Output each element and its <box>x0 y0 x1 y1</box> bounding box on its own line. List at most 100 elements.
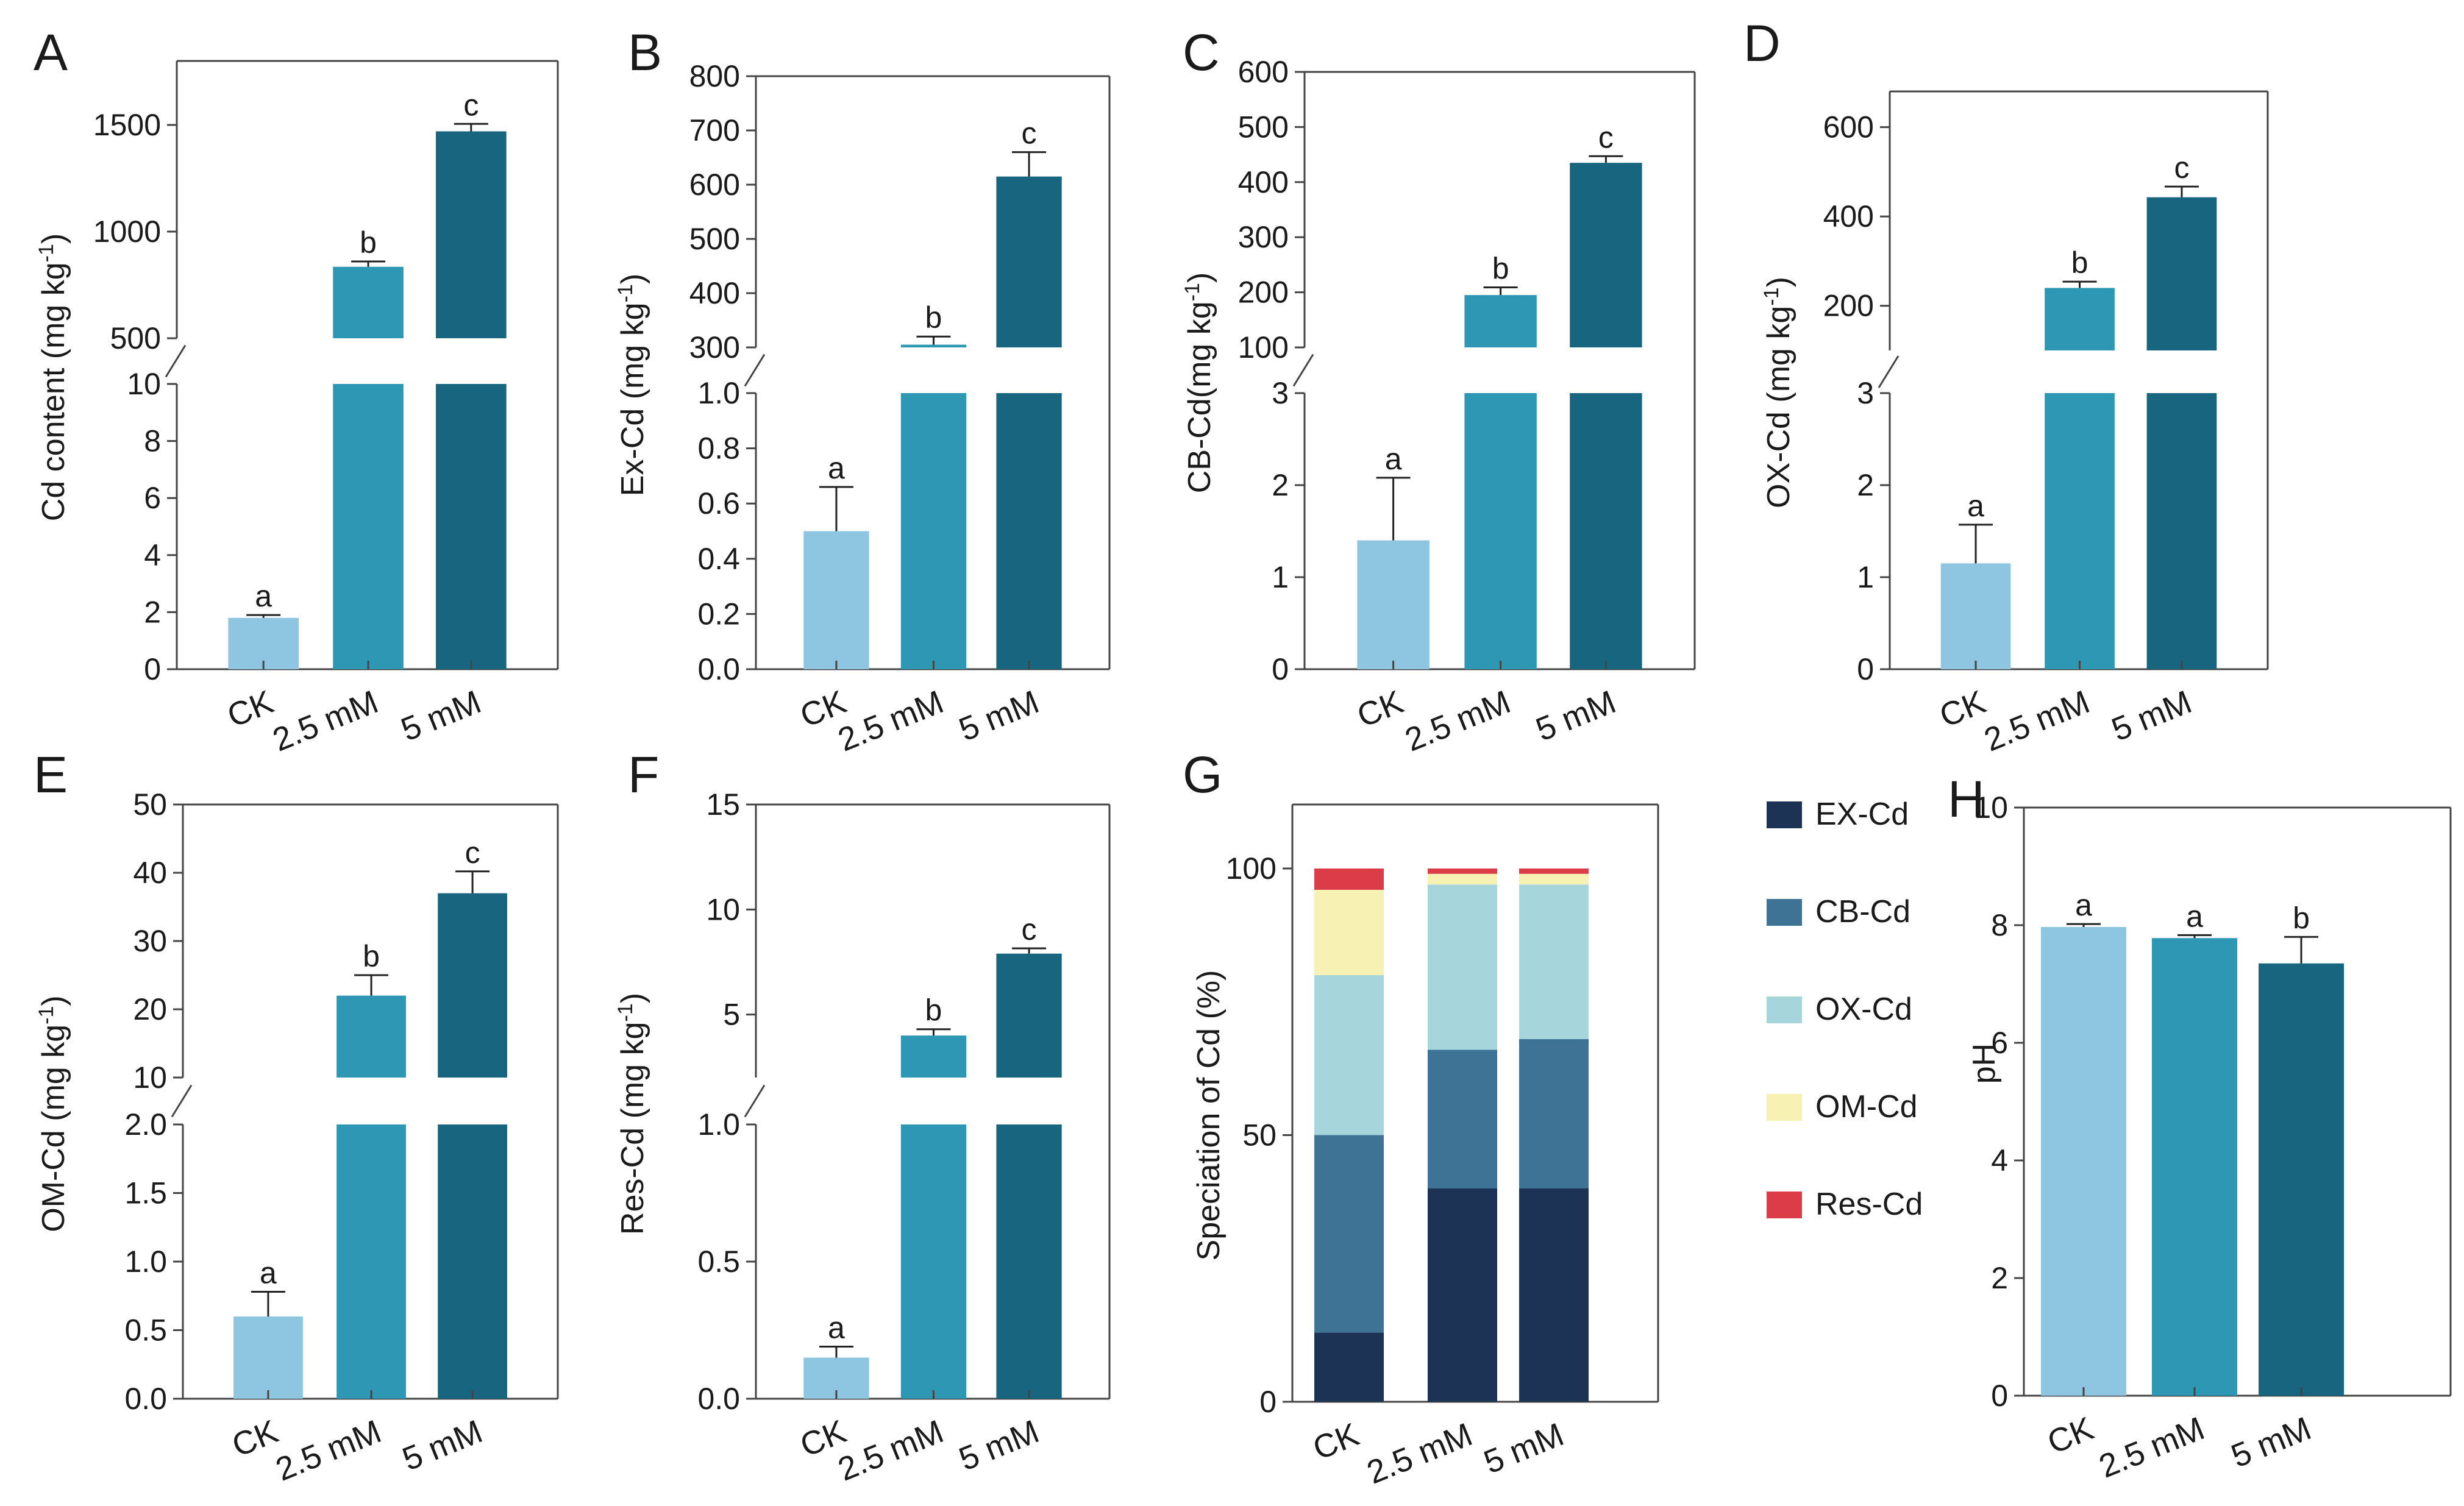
legend-label: OM-Cd <box>1815 1089 1918 1124</box>
y-tick-label: 0.0 <box>697 652 740 686</box>
y-tick-label: 300 <box>1238 220 1289 254</box>
stack-segment-res-cd <box>1519 868 1589 874</box>
bar <box>228 617 299 669</box>
significance-letter: c <box>1598 120 1614 154</box>
stack-segment-om-cd <box>1314 890 1384 975</box>
y-tick-label: 600 <box>1823 110 1874 144</box>
y-axis-label: Res-Cd (mg kg-1) <box>614 993 650 1235</box>
stack-segment-ex-cd <box>1314 1332 1384 1402</box>
significance-letter: b <box>363 939 380 973</box>
y-tick-label: 10 <box>1974 790 2008 825</box>
stack-segment-res-cd <box>1314 868 1384 890</box>
stack-segment-res-cd <box>1428 868 1497 874</box>
bar <box>333 266 404 338</box>
y-tick-label: 10 <box>127 367 161 401</box>
significance-letter: a <box>1967 489 1984 523</box>
stack-segment-cb-cd <box>1314 1135 1384 1333</box>
bar-lower-segment <box>2045 393 2115 669</box>
x-tick-label: 2.5 mM <box>271 1413 386 1488</box>
bar <box>1357 540 1430 669</box>
y-tick-label: 15 <box>706 787 740 822</box>
stack-segment-cb-cd <box>1428 1050 1497 1188</box>
y-tick-label: 500 <box>689 222 740 256</box>
significance-letter: a <box>255 579 272 613</box>
y-axis-label: Ex-Cd (mg kg-1) <box>614 274 650 496</box>
significance-letter: a <box>1385 442 1402 476</box>
y-tick-label: 0.4 <box>697 542 740 576</box>
legend-label: EX-Cd <box>1815 797 1909 832</box>
x-tick-label: 2.5 mM <box>1362 1416 1477 1491</box>
y-tick-label: 500 <box>110 321 161 355</box>
y-axis-label: CB-Cd(mg kg-1) <box>1181 272 1217 494</box>
y-axis-label: Speciation of Cd (%) <box>1191 970 1227 1261</box>
panel-c: C 0 1 2 3 100 200 300 400 500 600 CB-Cd(mg kg-1) a b c… <box>1181 24 1696 759</box>
y-tick-label: 1000 <box>93 215 161 249</box>
panel-letter: A <box>34 24 68 81</box>
panel-letter: F <box>628 746 659 803</box>
bar <box>2259 963 2344 1396</box>
y-tick-label: 0.8 <box>697 432 740 466</box>
y-tick-label: 2 <box>1991 1261 2008 1295</box>
legend-swatch <box>1767 899 1802 926</box>
bar-lower-segment <box>900 393 967 669</box>
axis-break-mark <box>744 1084 766 1118</box>
y-tick-label: 20 <box>133 992 167 1026</box>
bar <box>438 893 507 1078</box>
stack-segment-ex-cd <box>1519 1188 1589 1402</box>
y-tick-label: 400 <box>689 276 740 310</box>
panel-letter: G <box>1183 746 1222 803</box>
y-tick-label: 10 <box>706 892 740 926</box>
stack-segment-ox-cd <box>1314 975 1384 1135</box>
y-tick-label: 50 <box>1242 1118 1277 1153</box>
bar <box>996 176 1062 347</box>
x-tick-label: 2.5 mM <box>2094 1410 2209 1485</box>
x-tick-label: 2.5 mM <box>833 683 949 758</box>
y-tick-label: 0 <box>1991 1379 2008 1413</box>
y-tick-label: 6 <box>1991 1026 2008 1060</box>
y-tick-label: 0 <box>1259 1385 1277 1419</box>
y-tick-label: 2 <box>1272 468 1289 502</box>
y-tick-label: 6 <box>144 481 161 515</box>
y-tick-label: 1500 <box>93 108 161 142</box>
axis-break-mark <box>171 1084 193 1118</box>
y-axis-label: pH <box>1967 1043 2002 1084</box>
axis-break-mark <box>1878 355 1900 388</box>
y-tick-label: 0.0 <box>697 1382 740 1416</box>
bar-lower-segment <box>1570 393 1642 669</box>
y-tick-label: 1 <box>1857 560 1874 594</box>
legend-label: CB-Cd <box>1815 894 1910 929</box>
y-tick-label: 5 <box>723 998 740 1032</box>
bar <box>233 1316 303 1399</box>
significance-letter: c <box>463 88 479 122</box>
y-axis-label: OM-Cd (mg kg-1) <box>35 995 71 1232</box>
y-tick-label: 700 <box>689 113 740 147</box>
bar <box>1570 163 1642 347</box>
bar <box>1464 295 1537 347</box>
x-tick-label: 2.5 mM <box>1979 683 2095 758</box>
legend: EX-Cd CB-Cd OX-Cd OM-Cd Res-Cd <box>1767 797 1923 1222</box>
y-tick-label: 3 <box>1272 376 1289 410</box>
panel-letter: H <box>1948 770 1985 828</box>
significance-letter: a <box>828 451 845 485</box>
y-tick-label: 4 <box>1991 1143 2008 1177</box>
bar <box>436 131 507 338</box>
y-tick-label: 30 <box>133 924 167 958</box>
y-tick-label: 300 <box>689 330 740 364</box>
y-tick-label: 8 <box>1991 908 2008 942</box>
y-tick-label: 600 <box>1238 55 1289 89</box>
significance-letter: c <box>2174 151 2189 185</box>
y-tick-label: 40 <box>133 856 167 890</box>
axis-break-mark <box>744 353 766 387</box>
panel-letter: C <box>1183 24 1220 81</box>
y-tick-label: 0 <box>1857 652 1874 686</box>
y-tick-label: 50 <box>133 787 167 822</box>
y-tick-label: 2 <box>1857 468 1874 502</box>
y-tick-label: 1.5 <box>124 1176 167 1210</box>
panel-g: G 0 50 100 Speciation of Cd (%) CK2.5 mM 5 mM E… <box>1183 746 1923 1491</box>
y-tick-label: 100 <box>1238 330 1289 364</box>
bar <box>2146 197 2217 350</box>
y-tick-label: 2.0 <box>124 1107 167 1142</box>
y-tick-label: 0.2 <box>697 597 740 631</box>
panel-letter: E <box>34 746 68 803</box>
